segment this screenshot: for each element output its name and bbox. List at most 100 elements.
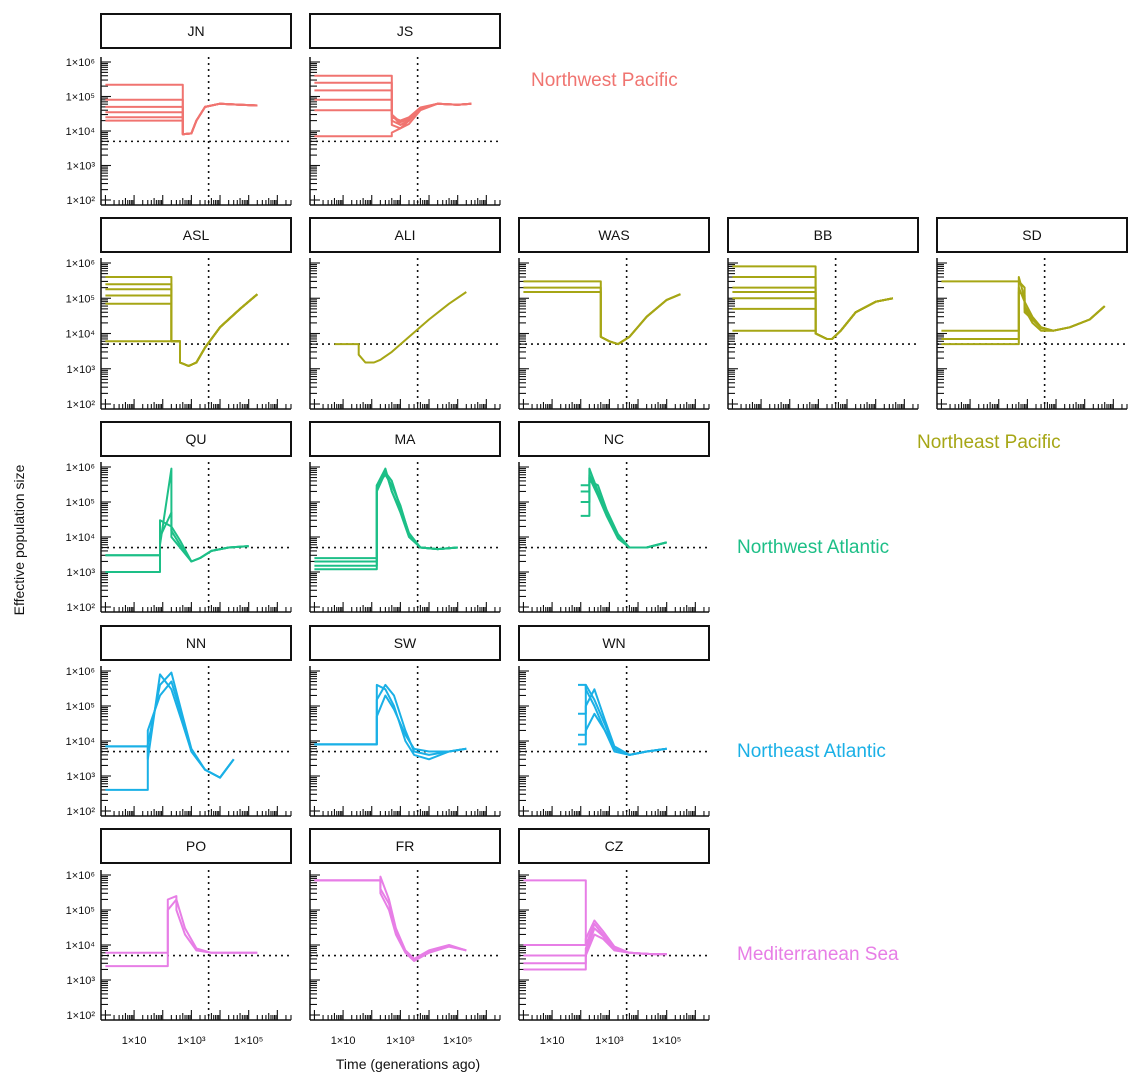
panel-wn: WN bbox=[518, 625, 710, 817]
series-line bbox=[105, 83, 258, 136]
series-line bbox=[105, 519, 249, 573]
strip-box bbox=[100, 421, 292, 457]
panel-ali: ALI bbox=[309, 217, 501, 410]
y-tick-label: 1×10⁵ bbox=[66, 293, 95, 305]
panel-bb: BB bbox=[727, 217, 919, 410]
region-label: Northeast Atlantic bbox=[737, 741, 886, 762]
strip-box bbox=[100, 625, 292, 661]
strip-box bbox=[727, 217, 919, 253]
series-line bbox=[314, 467, 458, 560]
strip-box bbox=[309, 13, 501, 49]
x-tick-label: 1×10³ bbox=[386, 1035, 415, 1047]
series-line bbox=[523, 291, 681, 346]
series-line bbox=[578, 712, 667, 756]
series-line bbox=[523, 933, 667, 971]
strip-label: JN bbox=[187, 23, 204, 39]
x-tick-label: 1×10 bbox=[122, 1035, 147, 1047]
strip-box bbox=[936, 217, 1128, 253]
series-line bbox=[314, 879, 467, 961]
y-tick-label: 1×10² bbox=[67, 806, 96, 818]
panel-cz: CZ 1×10 1×10³ 1×10⁵ bbox=[518, 828, 710, 1047]
series-line bbox=[105, 671, 235, 791]
y-tick-label: 1×10⁴ bbox=[65, 532, 95, 544]
x-tick-label: 1×10 bbox=[331, 1035, 356, 1047]
series-line bbox=[105, 102, 258, 136]
strip-label: CZ bbox=[605, 838, 624, 854]
y-tick-label: 1×10⁶ bbox=[66, 870, 95, 882]
y-tick-label: 1×10⁶ bbox=[66, 666, 95, 678]
strip-box bbox=[100, 217, 292, 253]
strip-box bbox=[518, 217, 710, 253]
series-line bbox=[523, 280, 681, 346]
strip-label: ASL bbox=[183, 227, 210, 243]
series-line bbox=[732, 297, 894, 340]
strip-label: MA bbox=[395, 431, 417, 447]
series-line bbox=[105, 293, 258, 367]
panel-was: WAS bbox=[518, 217, 710, 410]
row-4: Mediterranean Sea PO 1×10⁶ 1×10⁵ 1×10⁴ 1×10³ 1… bbox=[65, 828, 899, 1047]
series-line bbox=[105, 680, 235, 779]
series-line bbox=[105, 288, 258, 367]
series-line bbox=[105, 102, 258, 136]
series-line bbox=[314, 473, 458, 567]
y-tick-label: 1×10⁵ bbox=[66, 92, 95, 104]
y-tick-label: 1×10³ bbox=[67, 975, 96, 987]
strip-box bbox=[309, 625, 501, 661]
y-tick-label: 1×10⁴ bbox=[65, 329, 95, 341]
y-tick-label: 1×10⁵ bbox=[66, 497, 95, 509]
series-line bbox=[334, 291, 467, 364]
strip-box bbox=[100, 13, 292, 49]
y-tick-label: 1×10³ bbox=[67, 161, 96, 173]
region-label: Northeast Pacific bbox=[917, 432, 1061, 453]
row-0: Northwest Pacific JN 1×10⁶ 1×10⁵ 1×10⁴ 1×10³ 1… bbox=[65, 13, 678, 207]
x-tick-label: 1×10⁵ bbox=[234, 1035, 263, 1047]
series-line bbox=[580, 479, 667, 549]
strip-label: NN bbox=[186, 635, 206, 651]
x-axis-title: Time (generations ago) bbox=[336, 1056, 480, 1072]
series-line bbox=[523, 879, 667, 956]
series-line bbox=[314, 102, 472, 138]
panel-jn: JN 1×10⁶ 1×10⁵ 1×10⁴ 1×10³ 1×10² bbox=[65, 13, 292, 207]
y-tick-label: 1×10⁶ bbox=[66, 258, 95, 270]
series-line bbox=[105, 511, 249, 563]
panel-ma: MA bbox=[309, 421, 501, 613]
y-tick-label: 1×10⁴ bbox=[65, 940, 95, 952]
region-label: Northwest Pacific bbox=[531, 70, 678, 91]
strip-label: QU bbox=[186, 431, 207, 447]
panels-layer: Northwest Pacific JN 1×10⁶ 1×10⁵ 1×10⁴ 1×10³ 1… bbox=[65, 13, 1128, 1047]
y-tick-label: 1×10² bbox=[67, 602, 96, 614]
y-tick-label: 1×10⁶ bbox=[66, 462, 95, 474]
row-1: Northeast Pacific ASL 1×10⁶ 1×10⁵ 1×10⁴ 1×10³… bbox=[65, 217, 1128, 453]
y-tick-label: 1×10⁵ bbox=[66, 701, 95, 713]
panel-nc: NC bbox=[518, 421, 710, 613]
series-line bbox=[314, 683, 467, 761]
y-tick-label: 1×10⁵ bbox=[66, 905, 95, 917]
region-label: Mediterranean Sea bbox=[737, 944, 899, 965]
series-line bbox=[314, 471, 458, 571]
series-line bbox=[105, 293, 258, 367]
y-tick-label: 1×10³ bbox=[67, 771, 96, 783]
series-line bbox=[314, 694, 467, 753]
strip-box bbox=[309, 217, 501, 253]
panel-fr: FR 1×10 1×10³ 1×10⁵ bbox=[309, 828, 501, 1047]
series-line bbox=[580, 476, 667, 549]
row-3: Northeast Atlantic NN 1×10⁶ 1×10⁵ 1×10⁴ 1×10³… bbox=[65, 625, 886, 818]
x-tick-label: 1×10⁵ bbox=[443, 1035, 472, 1047]
x-tick-label: 1×10³ bbox=[177, 1035, 206, 1047]
y-tick-label: 1×10⁴ bbox=[65, 736, 95, 748]
series-line bbox=[105, 102, 258, 136]
y-tick-label: 1×10⁴ bbox=[65, 126, 95, 138]
y-tick-label: 1×10² bbox=[67, 399, 96, 411]
series-line bbox=[523, 286, 681, 346]
strip-box bbox=[518, 421, 710, 457]
panel-qu: QU 1×10⁶ 1×10⁵ 1×10⁴ 1×10³ 1×10² bbox=[65, 421, 292, 614]
strip-label: SW bbox=[394, 635, 417, 651]
series-line bbox=[105, 276, 258, 367]
y-axis-title: Effective population size bbox=[11, 464, 27, 615]
strip-label: SD bbox=[1022, 227, 1041, 243]
panel-sw: SW bbox=[309, 625, 501, 817]
series-line bbox=[941, 291, 1106, 346]
panel-asl: ASL 1×10⁶ 1×10⁵ 1×10⁴ 1×10³ 1×10² bbox=[65, 217, 292, 411]
strip-box bbox=[100, 828, 292, 864]
